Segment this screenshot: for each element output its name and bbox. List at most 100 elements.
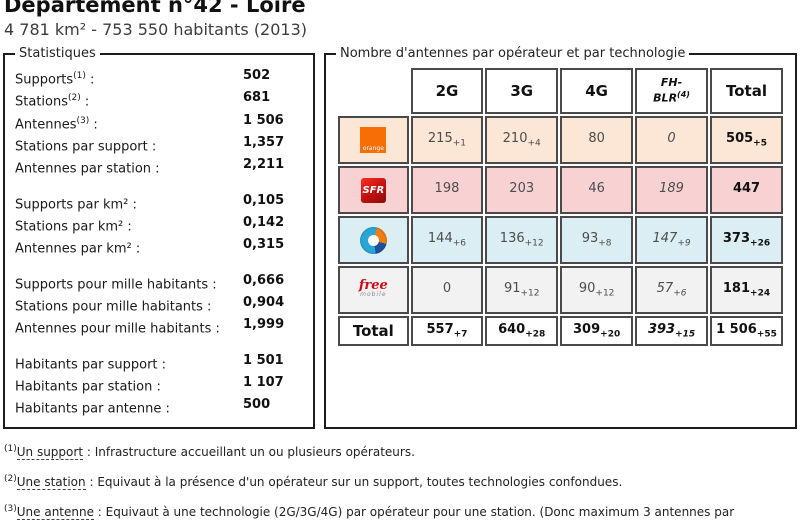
footnote-term-support: Un support [16, 444, 84, 460]
stat-value: 0,904 [243, 294, 285, 310]
cell-orange-3g: 210+4 [485, 116, 559, 164]
stat-label: Supports par km² : [15, 196, 137, 212]
cell-sfr-total: 447 [710, 166, 783, 214]
stat-group-per-thousand: Supports pour mille habitants : 0,666 St… [15, 272, 303, 339]
cell-sfr-fh: 189 [635, 166, 709, 214]
panels-container: Statistiques Supports(1) : 502 Stations(… [3, 46, 797, 429]
stat-label: Supports pour mille habitants : [15, 276, 217, 292]
operator-cell-sfr: SFR [338, 166, 409, 214]
cell-free-4g: 90+12 [560, 266, 634, 314]
column-header-3g: 3G [485, 68, 559, 114]
statistics-panel: Statistiques Supports(1) : 502 Stations(… [3, 46, 315, 429]
footnotes: (1)Un support : Infrastructure accueilla… [4, 441, 796, 520]
cell-bouygues-4g: 93+8 [560, 216, 634, 264]
page-subtitle: 4 781 km² - 753 550 habitants (2013) [4, 20, 308, 39]
stat-label: Stations pour mille habitants : [15, 299, 212, 315]
stat-value: 500 [243, 397, 271, 413]
stat-label: Antennes(3) : [15, 115, 98, 132]
stat-row-supports: Supports(1) : 502 [15, 67, 303, 89]
cell-bouygues-2g: 144+6 [410, 216, 484, 264]
stat-value: 0,666 [243, 272, 285, 288]
stat-label: Habitants par antenne : [15, 401, 170, 417]
stat-value: 1,357 [243, 134, 285, 150]
free-mobile-logo: free mobile [358, 278, 388, 298]
column-header-total: Total [710, 68, 783, 114]
stat-row-hab-support: Habitants par support : 1 501 [15, 352, 303, 374]
cell-sfr-3g: 203 [485, 166, 559, 214]
stat-row-hab-antenne: Habitants par antenne : 500 [15, 396, 303, 418]
stat-row-stations: Stations(2) : 681 [15, 89, 303, 111]
operator-row-sfr: SFR 198 203 46 189 447 [338, 166, 783, 214]
cell-bouygues-3g: 136+12 [485, 216, 559, 264]
cell-orange-total: 505+5 [710, 116, 783, 164]
stat-label: Habitants par support : [15, 356, 167, 372]
cell-free-total: 181+24 [710, 266, 783, 314]
footnote-2: (2)Une station : Equivaut à la présence … [4, 473, 623, 490]
antennas-table: 2G 3G 4G FH- BLR(4) Total orange 215+1 21… [336, 66, 785, 348]
stat-label: Supports(1) : [15, 71, 95, 88]
stat-label: Antennes par station : [15, 161, 160, 177]
cell-bouygues-fh: 147+9 [635, 216, 709, 264]
operator-row-free: free mobile 0 91+12 90+12 57+6 181+24 [338, 266, 783, 314]
page-title: Département n°42 - Loire [4, 0, 306, 17]
stat-row-supports-km2: Supports par km² : 0,105 [15, 192, 303, 214]
stat-row-stations-km2: Stations par km² : 0,142 [15, 214, 303, 236]
stat-value: 1 506 [243, 112, 284, 128]
column-header-fh-blr: FH- BLR(4) [635, 68, 709, 114]
cell-free-fh: 57+6 [635, 266, 709, 314]
stat-value: 1,999 [243, 317, 285, 333]
stat-row-stations-mille: Stations pour mille habitants : 0,904 [15, 294, 303, 316]
operator-row-bouygues: 144+6 136+12 93+8 147+9 373+26 [338, 216, 783, 264]
sfr-logo: SFR [360, 177, 386, 203]
operator-cell-orange: orange [338, 116, 409, 164]
cell-total-3g: 640+28 [485, 316, 559, 346]
stat-value: 0,315 [243, 237, 285, 253]
stat-value: 1 107 [243, 374, 284, 390]
cell-orange-2g: 215+1 [410, 116, 484, 164]
cell-orange-fh: 0 [635, 116, 709, 164]
stat-group-counts: Supports(1) : 502 Stations(2) : 681 Ante… [15, 67, 303, 179]
cell-total-4g: 309+20 [560, 316, 634, 346]
statistics-legend: Statistiques [19, 46, 96, 61]
column-header-4g: 4G [560, 68, 634, 114]
stat-row-antennes-par-station: Antennes par station : 2,211 [15, 156, 303, 178]
stat-group-per-km2: Supports par km² : 0,105 Stations par km… [15, 192, 303, 259]
stat-row-supports-mille: Supports pour mille habitants : 0,666 [15, 272, 303, 294]
antennas-panel: Nombre d'antennes par opérateur et par t… [324, 46, 797, 429]
stat-row-antennes-km2: Antennes par km² : 0,315 [15, 236, 303, 258]
stat-label: Stations par km² : [15, 219, 132, 235]
stat-label: Stations par support : [15, 139, 157, 155]
operator-cell-bouygues [338, 216, 409, 264]
stat-label: Antennes par km² : [15, 241, 141, 257]
stat-group-habitants: Habitants par support : 1 501 Habitants … [15, 352, 303, 419]
orange-logo: orange [360, 127, 387, 153]
operator-cell-free: free mobile [338, 266, 409, 314]
cell-free-3g: 91+12 [485, 266, 559, 314]
stat-value: 681 [243, 90, 271, 106]
stat-label: Antennes pour mille habitants : [15, 321, 220, 337]
stat-value: 0,105 [243, 192, 285, 208]
footnote-1: (1)Un support : Infrastructure accueilla… [4, 443, 415, 460]
stat-label: Stations(2) : [15, 93, 90, 110]
footnote-term-antenne: Une antenne [16, 504, 94, 520]
footnote-term-station: Une station [16, 474, 86, 490]
footnote-3: (3)Une antenne : Equivaut à une technolo… [4, 503, 735, 520]
stat-value: 502 [243, 68, 271, 83]
stat-row-hab-station: Habitants par station : 1 107 [15, 374, 303, 396]
cell-bouygues-total: 373+26 [710, 216, 783, 264]
stat-value: 2,211 [243, 157, 285, 173]
stat-row-antennes: Antennes(3) : 1 506 [15, 112, 303, 134]
cell-sfr-2g: 198 [410, 166, 484, 214]
stat-row-stations-par-support: Stations par support : 1,357 [15, 134, 303, 156]
corner-cell [338, 68, 409, 114]
table-header-row: 2G 3G 4G FH- BLR(4) Total [338, 68, 783, 114]
cell-orange-4g: 80 [560, 116, 634, 164]
cell-sfr-4g: 46 [560, 166, 634, 214]
cell-total-total: 1 506+55 [710, 316, 783, 346]
column-header-2g: 2G [410, 68, 484, 114]
operator-row-orange: orange 215+1 210+4 80 0 505+5 [338, 116, 783, 164]
bouygues-logo [359, 226, 387, 254]
total-row: Total 557+7 640+28 309+20 393+15 1 506+5… [338, 316, 783, 346]
cell-total-2g: 557+7 [410, 316, 484, 346]
